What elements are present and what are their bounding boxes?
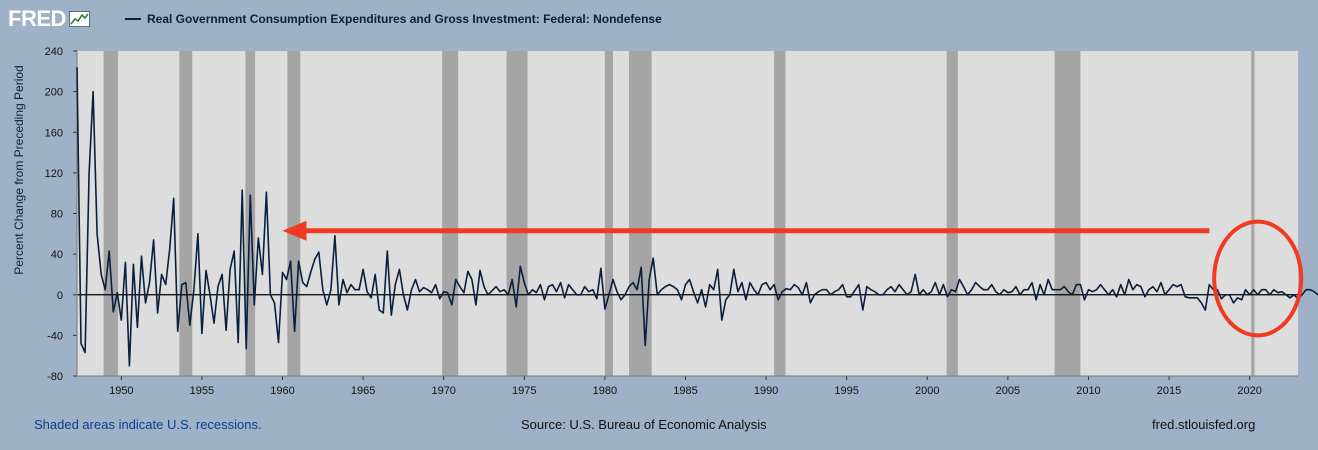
source-note: Source: U.S. Bureau of Economic Analysis — [521, 417, 767, 432]
x-tick-label: 2010 — [1076, 385, 1100, 397]
recession-band — [103, 51, 119, 376]
x-tick-label: 1960 — [270, 385, 294, 397]
recession-band — [442, 51, 459, 376]
y-tick-label: -80 — [47, 371, 63, 383]
y-tick-label: -40 — [47, 330, 63, 342]
x-tick-label: 2000 — [915, 385, 939, 397]
x-tick-label: 1980 — [593, 385, 617, 397]
x-tick-label: 1950 — [109, 385, 133, 397]
x-tick-label: 2015 — [1157, 385, 1181, 397]
y-tick-label: 200 — [45, 87, 63, 99]
legend-line-swatch — [125, 18, 141, 20]
y-tick-label: 120 — [45, 168, 63, 180]
fred-logo[interactable]: FRED — [8, 6, 90, 32]
x-tick-label: 1995 — [834, 385, 858, 397]
annotation-circle — [1212, 219, 1304, 338]
y-tick-label: 80 — [51, 209, 63, 221]
chart-logo-icon — [68, 11, 90, 27]
recession-band — [604, 51, 613, 376]
x-tick-label: 1975 — [512, 385, 536, 397]
brand-text: FRED — [8, 6, 66, 31]
recession-band — [1251, 51, 1255, 376]
y-tick-label: 160 — [45, 127, 63, 139]
series-title: Real Government Consumption Expenditures… — [147, 12, 662, 26]
x-tick-label: 1970 — [431, 385, 455, 397]
recession-band — [179, 51, 193, 376]
y-tick-label: 0 — [57, 290, 63, 302]
recession-band — [774, 51, 786, 376]
x-tick-label: 1990 — [754, 385, 778, 397]
recession-band — [629, 51, 652, 376]
recession-note: Shaded areas indicate U.S. recessions. — [34, 417, 262, 432]
y-tick-label: 40 — [51, 249, 63, 261]
x-tick-label: 1985 — [673, 385, 697, 397]
recession-band — [946, 51, 958, 376]
y-tick-label: 240 — [45, 46, 63, 58]
legend-series: Real Government Consumption Expenditures… — [125, 12, 662, 26]
plot-area — [77, 51, 1298, 376]
recession-band — [1054, 51, 1081, 376]
site-url[interactable]: fred.stlouisfed.org — [1152, 417, 1256, 432]
x-tick-label: 2020 — [1237, 385, 1261, 397]
x-tick-label: 2005 — [996, 385, 1020, 397]
recession-band — [506, 51, 528, 376]
x-tick-label: 1965 — [351, 385, 375, 397]
series-line — [76, 67, 1318, 367]
x-tick-label: 1955 — [190, 385, 214, 397]
annotation-arrow-head — [282, 220, 307, 241]
